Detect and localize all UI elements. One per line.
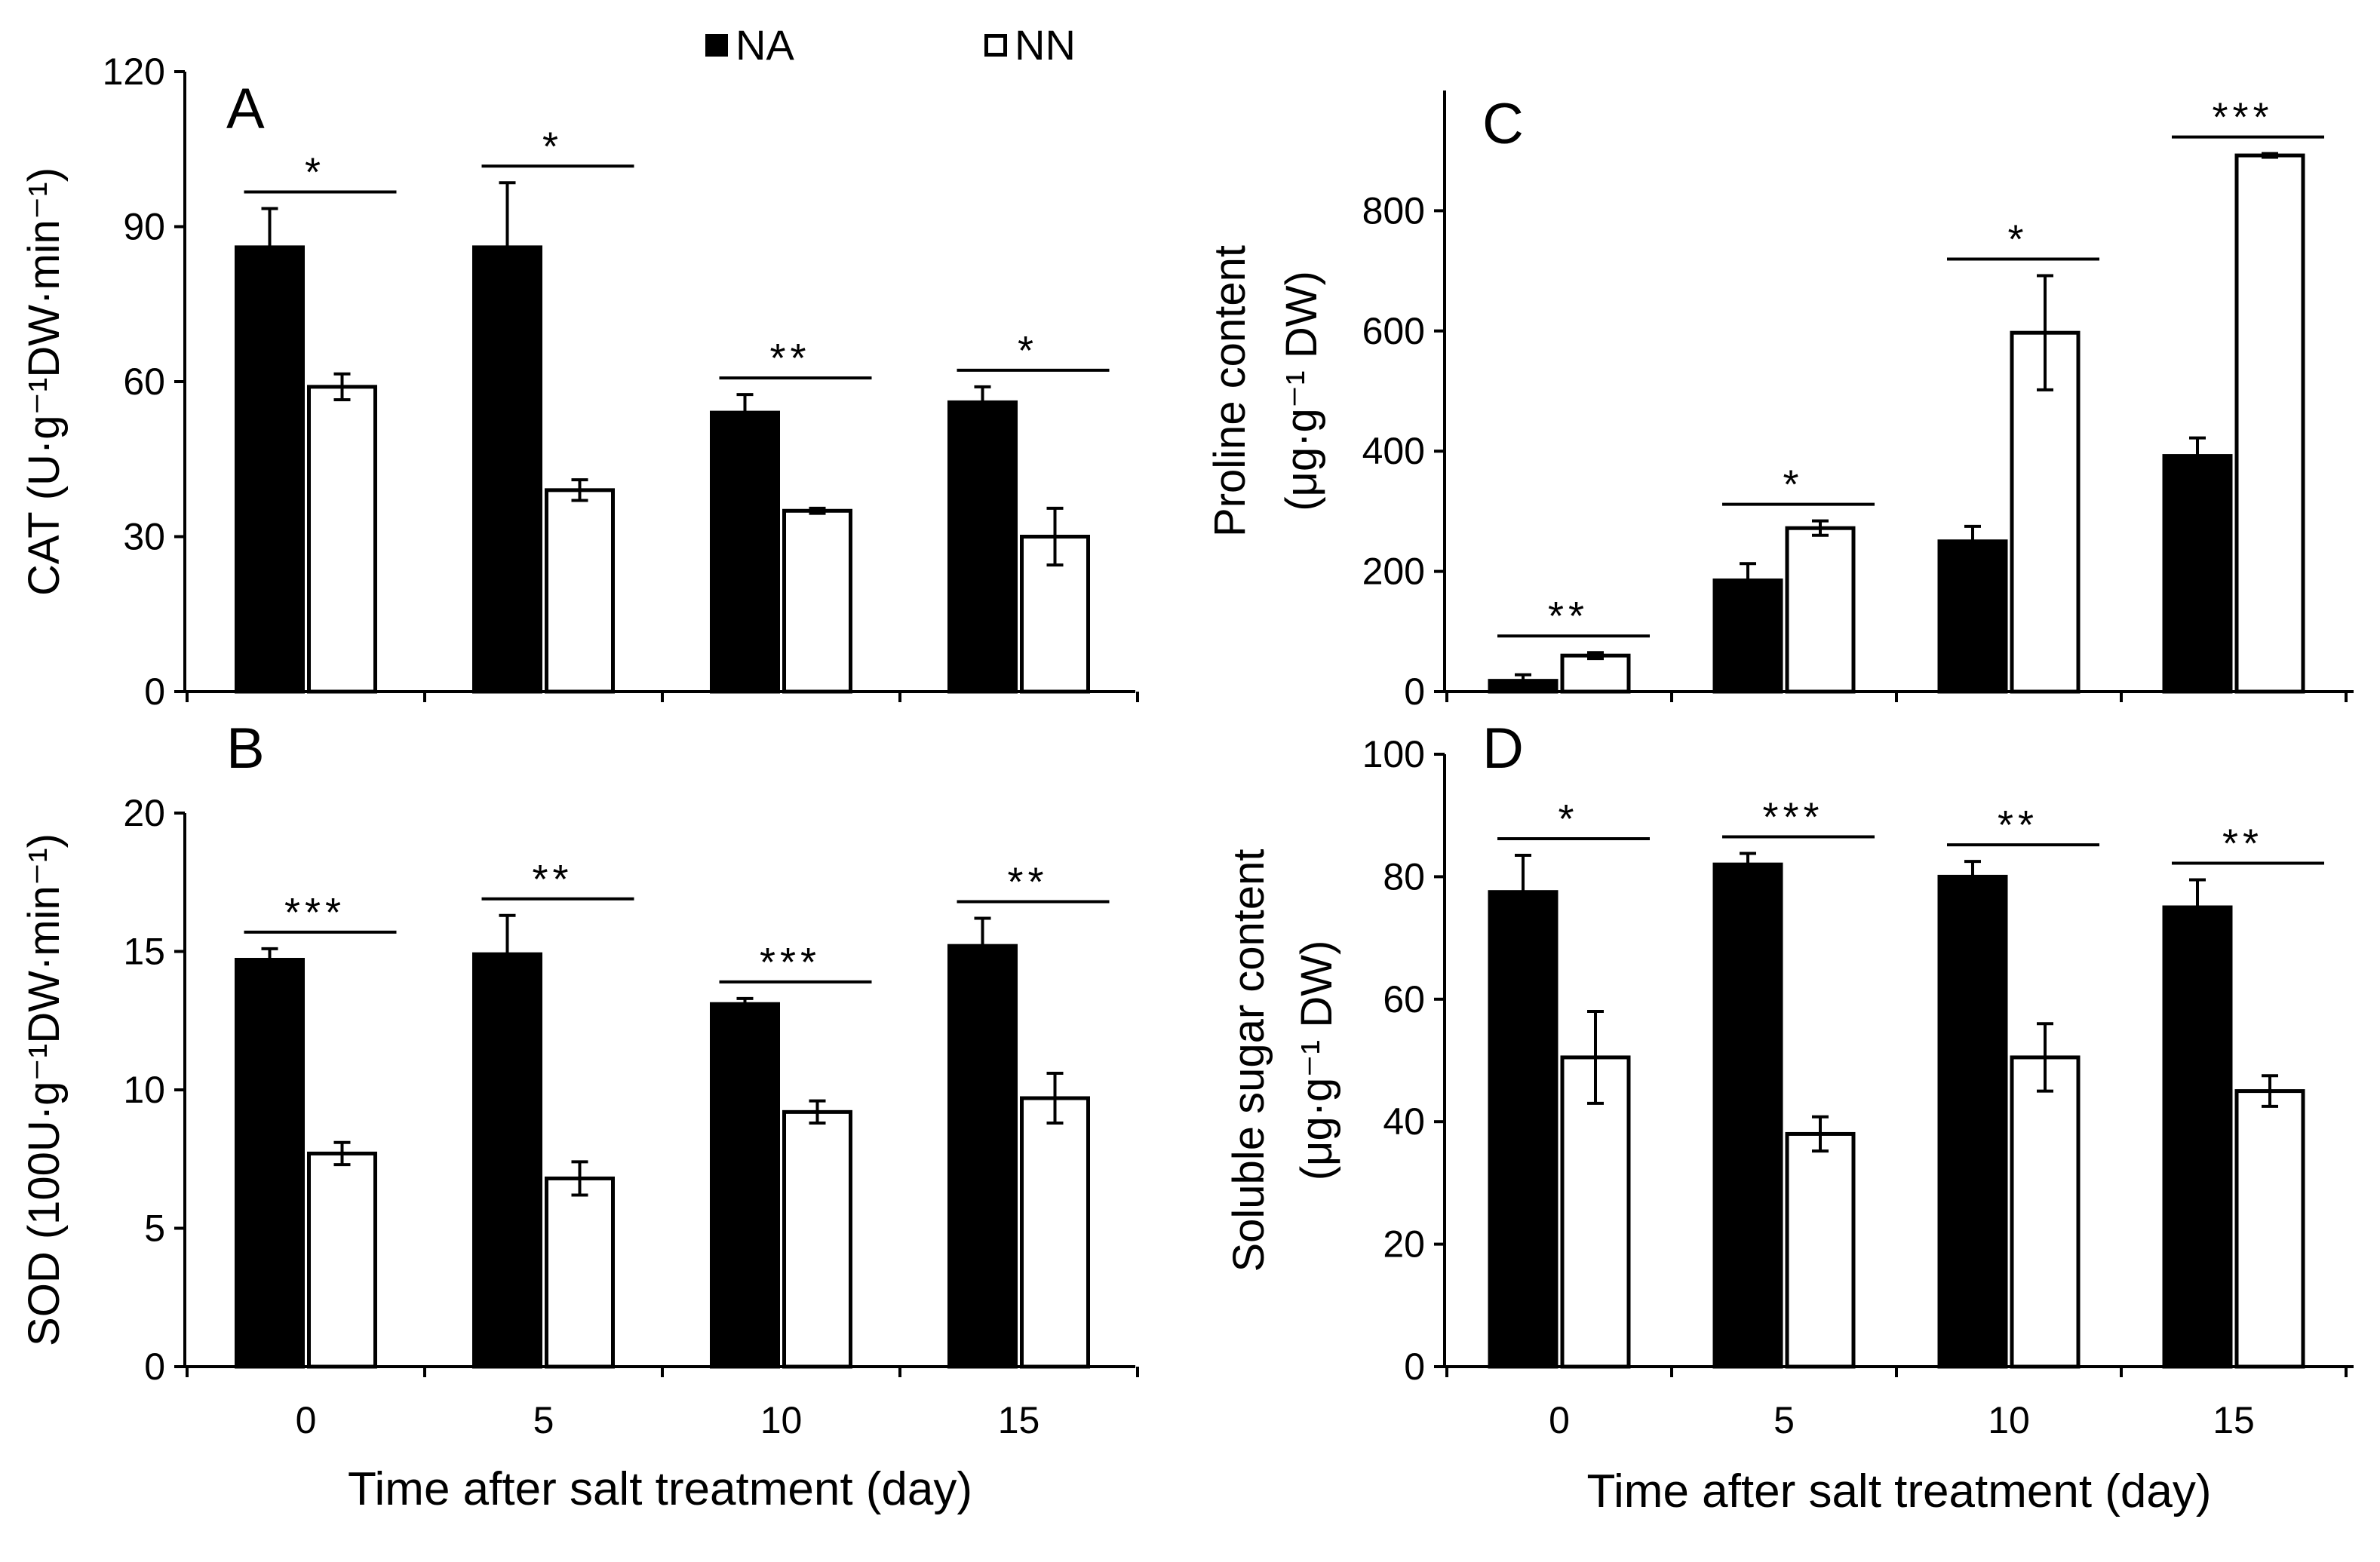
bar-nn [545,1176,615,1369]
bar-nn [782,1109,852,1369]
y-tick-label: 400 [1362,430,1425,472]
bar-nn [1560,1055,1631,1369]
bar-na [235,245,305,694]
y-tick-label: 15 [123,931,165,973]
y-tick-label: 600 [1362,310,1425,352]
y-axis-title-units: (μg·g⁻¹ DW) [1277,271,1326,511]
y-tick-label: 90 [123,206,165,248]
y-tick-label: 0 [144,1346,165,1388]
y-tick-label: 200 [1362,551,1425,593]
x-tick-label: 15 [998,1399,1040,1441]
bar-nn [307,385,377,694]
y-tick-label: 100 [1362,733,1425,775]
x-tick-label: 0 [1549,1399,1570,1441]
bar-na [1712,862,1783,1369]
y-tick-label: 120 [103,51,165,93]
bar-na [947,944,1018,1369]
x-axis-title: Time after salt treatment (day) [1586,1465,2211,1518]
bar-na [947,400,1018,694]
bar-na [2162,454,2233,694]
x-tick-label: 10 [1988,1399,2030,1441]
y-tick-label: 60 [1383,978,1425,1020]
legend-swatch-nn [984,34,1007,57]
x-tick-label: 5 [1773,1399,1795,1441]
y-tick-label: 0 [1404,1346,1425,1388]
significance-label: * [1783,462,1803,508]
significance-label: * [542,124,563,169]
bar-nn [1785,1131,1856,1369]
bar-na [710,410,780,694]
bar-na [472,245,542,694]
y-tick-label: 5 [144,1208,165,1250]
bar-na [1488,890,1559,1369]
y-tick-label: 800 [1362,189,1425,232]
bar-na [710,1002,780,1369]
bar-nn [1020,1096,1090,1369]
y-axis-title: SOD (100U·g⁻¹DW·min⁻¹) [20,833,69,1346]
bar-nn [1785,526,1856,694]
significance-label: ** [1548,594,1589,639]
y-axis-title: Soluble sugar content [1224,849,1273,1272]
x-tick-label: 15 [2213,1399,2255,1441]
legend-label-na: NA [735,21,794,69]
bar-na [235,958,305,1369]
x-tick-label: 0 [296,1399,317,1441]
y-axis-title: CAT (U·g⁻¹DW·min⁻¹) [20,167,69,596]
bar-nn [2234,1089,2305,1369]
legend-label-nn: NN [1015,21,1076,69]
bar-na [1937,539,2008,694]
bar-nn [545,488,615,694]
legend-item-nn: NN [984,23,1076,68]
panel-b: 0 5 10 15 20 *** 0 ** 5 *** 10 ** 15 Time after salt … [20,717,1139,1515]
significance-label: *** [2212,95,2273,140]
y-tick-label: 80 [1383,855,1425,898]
bar-nn [2234,153,2305,694]
significance-label: ** [1007,859,1048,904]
y-tick-label: 0 [1404,671,1425,713]
bar-na [2162,905,2233,1369]
bar-nn [782,508,852,694]
panel-label: A [226,77,265,141]
significance-label: *** [1762,795,1823,840]
significance-label: ** [1998,802,2038,848]
significance-label: *** [760,940,821,985]
y-tick-label: 0 [144,671,165,713]
y-tick-label: 30 [123,516,165,558]
legend-item-na: NA [705,23,794,68]
x-tick-label: 10 [760,1399,803,1441]
significance-label: *** [284,890,345,935]
significance-label: * [305,150,325,195]
bar-na [1712,578,1783,694]
significance-label: * [2007,216,2028,262]
significance-label: * [1558,796,1578,842]
significance-label: ** [2222,821,2263,866]
y-tick-label: 40 [1383,1100,1425,1143]
y-tick-label: 60 [123,361,165,403]
significance-label: ** [532,857,573,902]
y-axis-title: Proline content [1205,245,1254,537]
x-tick-label: 5 [533,1399,554,1441]
significance-label: ** [769,336,810,381]
panel-label: D [1482,717,1524,781]
y-axis-title-units: (μg·g⁻¹ DW) [1292,941,1341,1181]
bar-na [472,952,542,1369]
y-tick-label: 20 [1383,1223,1425,1266]
panel-label: C [1482,92,1524,156]
significance-label: * [1018,328,1038,373]
bar-na [1937,874,2008,1369]
x-axis-title: Time after salt treatment (day) [348,1463,972,1515]
legend-swatch-na [705,34,728,57]
panel-label: B [226,717,265,781]
y-tick-label: 20 [123,792,165,834]
bar-nn [307,1151,377,1369]
bar-nn [1560,653,1631,694]
y-tick-label: 10 [123,1069,165,1111]
bar-nn [2010,1055,2081,1369]
bar-nn [2010,330,2081,694]
